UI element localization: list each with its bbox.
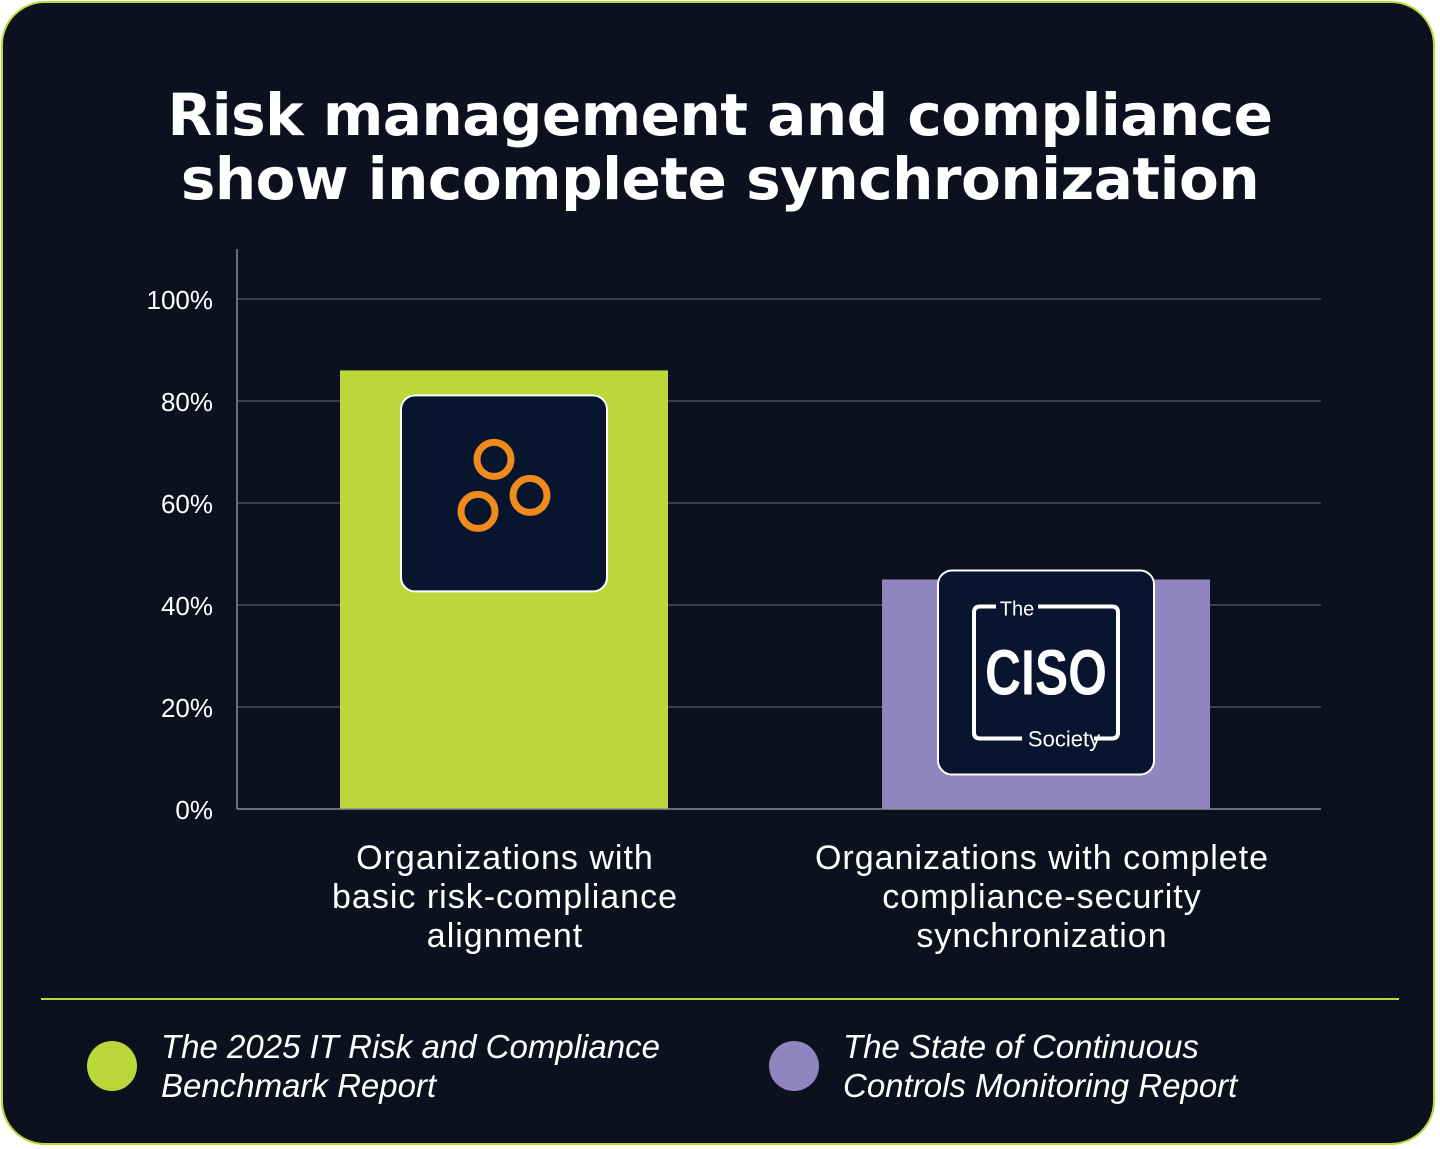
logo-tile	[937, 569, 1155, 776]
chart-title: Risk management and compliance show inco…	[3, 81, 1433, 213]
logo-tile	[400, 394, 608, 593]
y-tick-label: 100%	[147, 285, 214, 315]
three-rings-logo	[400, 394, 608, 593]
legend-line: Controls Monitoring Report	[843, 1067, 1238, 1104]
ring-icon	[509, 474, 551, 516]
y-axis-ticks: 0% 20% 40% 60% 80% 100%	[147, 285, 214, 825]
legend-line: The State of Continuous	[843, 1028, 1199, 1065]
y-tick-label: 40%	[161, 591, 213, 621]
title-line-1: Risk management and compliance	[167, 81, 1273, 149]
y-tick-label: 0%	[175, 795, 213, 825]
legend-label: The State of Continuous Controls Monitor…	[843, 1027, 1237, 1105]
legend-line: The 2025 IT Risk and Compliance	[161, 1028, 660, 1065]
x-tick-label-complete-synchronization: Organizations with complete compliance-s…	[807, 839, 1277, 956]
x-label-line: basic risk-compliance	[332, 878, 678, 916]
x-label-line: Organizations with complete	[814, 839, 1270, 877]
bar-logos: The CISO Society	[400, 394, 1155, 776]
legend-swatch-purple	[769, 1041, 819, 1091]
legend-swatch-green	[87, 1041, 137, 1091]
logo-text-ciso: CISO	[985, 637, 1107, 709]
legend-label: The 2025 IT Risk and Compliance Benchmar…	[161, 1027, 660, 1105]
title-line-2: show incomplete synchronization	[180, 145, 1260, 213]
ring-icon	[473, 438, 515, 480]
bar-chart: 0% 20% 40% 60% 80% 100% The CISO Society	[147, 249, 1321, 825]
y-tick-label: 60%	[161, 489, 213, 519]
ring-icon	[457, 490, 499, 532]
ciso-society-logo: The CISO Society	[937, 569, 1155, 776]
frame-left	[972, 604, 1022, 741]
y-tick-label: 80%	[161, 387, 213, 417]
x-tick-label-basic-alignment: Organizations with basic risk-compliance…	[295, 839, 715, 956]
legend-divider	[41, 998, 1399, 1000]
logo-text-society: Society	[1028, 727, 1100, 752]
x-label-line: Organizations with	[356, 839, 654, 877]
x-label-line: compliance-security	[882, 878, 1202, 916]
legend-item-ccm-report: The State of Continuous Controls Monitor…	[769, 1027, 1237, 1105]
logo-text-the: The	[1000, 599, 1034, 621]
legend-item-benchmark-report: The 2025 IT Risk and Compliance Benchmar…	[87, 1027, 660, 1105]
x-label-line: alignment	[426, 917, 584, 955]
y-tick-label: 20%	[161, 693, 213, 723]
legend-line: Benchmark Report	[161, 1067, 437, 1104]
frame-right	[1038, 604, 1120, 741]
x-label-line: synchronization	[916, 917, 1168, 955]
